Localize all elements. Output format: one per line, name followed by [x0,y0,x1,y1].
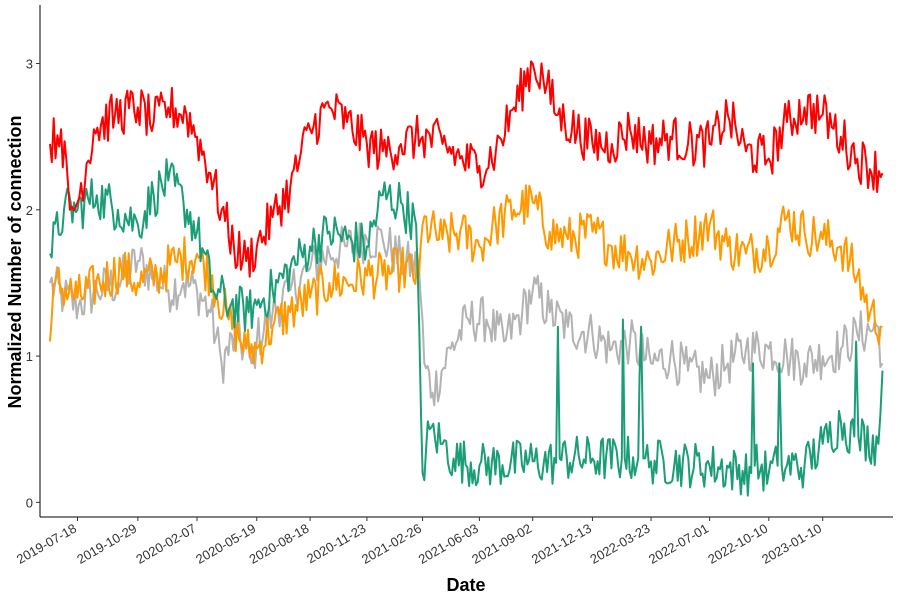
x-tick-label: 2019-10-29 [74,521,139,567]
y-tick-label: 1 [26,349,33,364]
x-tick-label: 2022-10-10 [705,521,770,567]
x-tick-label: 2023-01-10 [759,521,824,567]
series-line-1 [49,222,884,407]
x-tick-label: 2020-11-23 [304,521,368,567]
x-axis-ticks: 2019-07-182019-10-292020-02-072020-05-19… [14,517,824,567]
x-tick-label: 2022-07-01 [646,521,711,567]
x-tick-label: 2020-08-18 [246,521,311,567]
y-tick-label: 2 [26,203,33,218]
series-line-2 [49,184,883,365]
x-tick-label: 2021-12-13 [529,521,594,567]
series-layer [49,60,884,497]
x-tick-label: 2022-03-23 [587,521,652,567]
series-line-4 [49,60,884,278]
x-tick-label: 2021-02-26 [359,521,424,567]
x-axis-title: Date [446,575,485,595]
x-tick-label: 2021-06-03 [416,521,481,567]
x-tick-label: 2020-05-19 [193,521,258,567]
y-axis-title: Normalized Number of connection [5,115,25,408]
y-tick-label: 3 [26,57,33,72]
y-tick-label: 0 [26,495,33,510]
x-tick-label: 2019-07-18 [14,521,79,567]
x-tick-label: 2021-09-02 [469,521,534,567]
series-line-3 [49,158,884,497]
x-tick-label: 2020-02-07 [133,521,198,567]
y-axis-ticks: 0 1 2 3 [26,57,40,510]
